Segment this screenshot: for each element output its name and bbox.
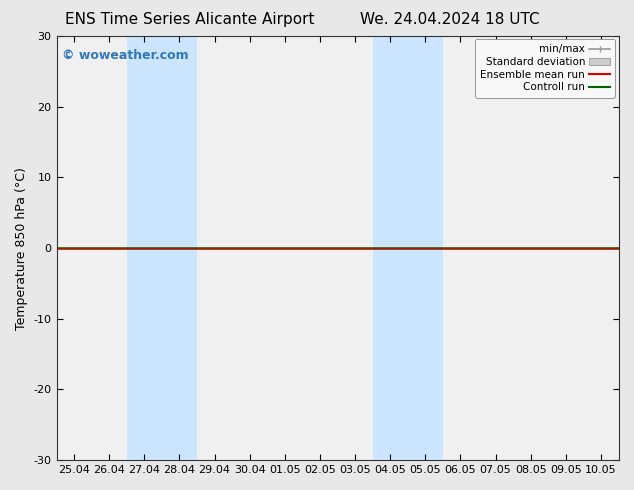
Legend: min/max, Standard deviation, Ensemble mean run, Controll run: min/max, Standard deviation, Ensemble me… bbox=[476, 39, 616, 98]
Text: ENS Time Series Alicante Airport: ENS Time Series Alicante Airport bbox=[65, 12, 315, 27]
Text: We. 24.04.2024 18 UTC: We. 24.04.2024 18 UTC bbox=[360, 12, 540, 27]
Text: © woweather.com: © woweather.com bbox=[62, 49, 189, 62]
Bar bbox=[127, 36, 197, 460]
Bar bbox=[373, 36, 443, 460]
Y-axis label: Temperature 850 hPa (°C): Temperature 850 hPa (°C) bbox=[15, 167, 28, 330]
